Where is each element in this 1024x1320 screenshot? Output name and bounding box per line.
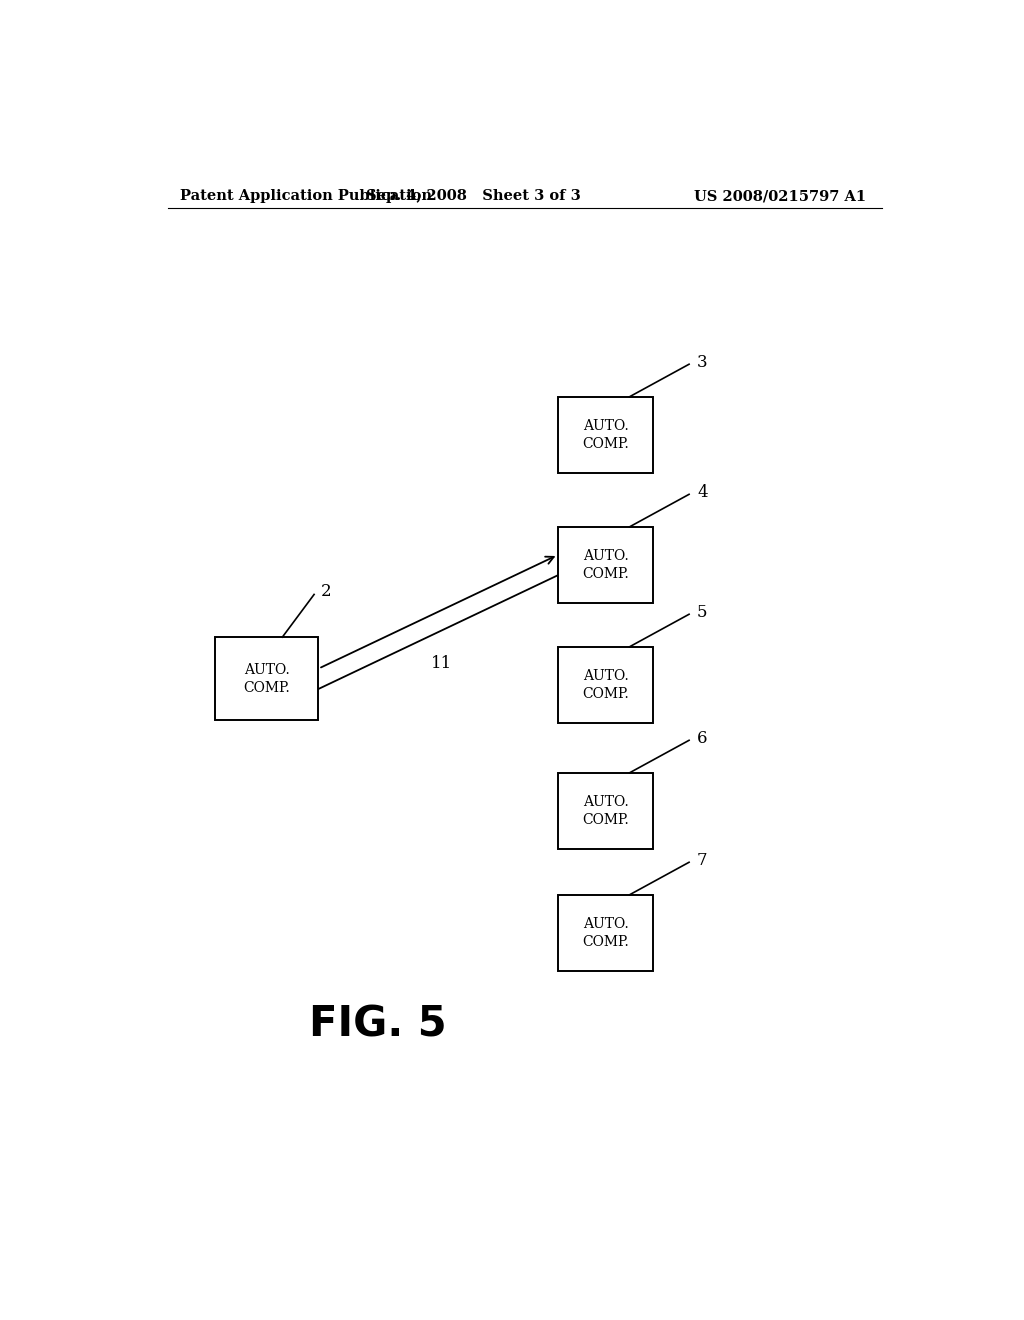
Text: 6: 6 xyxy=(697,730,708,747)
Text: 11: 11 xyxy=(431,655,453,672)
Bar xyxy=(558,397,653,473)
Bar xyxy=(558,895,653,972)
Bar xyxy=(558,527,653,603)
Text: AUTO.
COMP.: AUTO. COMP. xyxy=(583,669,629,701)
Text: AUTO.
COMP.: AUTO. COMP. xyxy=(244,663,290,696)
Text: Patent Application Publication: Patent Application Publication xyxy=(179,189,431,203)
Text: AUTO.
COMP.: AUTO. COMP. xyxy=(583,418,629,451)
Text: 5: 5 xyxy=(697,603,708,620)
Bar xyxy=(558,772,653,849)
Text: 4: 4 xyxy=(697,484,708,500)
Text: AUTO.
COMP.: AUTO. COMP. xyxy=(583,916,629,949)
Bar xyxy=(215,638,318,721)
Bar xyxy=(558,647,653,723)
Text: 7: 7 xyxy=(697,851,708,869)
Text: AUTO.
COMP.: AUTO. COMP. xyxy=(583,795,629,828)
Text: 3: 3 xyxy=(697,354,708,371)
Text: 2: 2 xyxy=(321,583,331,599)
Text: Sep. 4, 2008   Sheet 3 of 3: Sep. 4, 2008 Sheet 3 of 3 xyxy=(366,189,581,203)
Text: US 2008/0215797 A1: US 2008/0215797 A1 xyxy=(694,189,866,203)
Text: FIG. 5: FIG. 5 xyxy=(309,1003,446,1045)
Text: AUTO.
COMP.: AUTO. COMP. xyxy=(583,549,629,581)
